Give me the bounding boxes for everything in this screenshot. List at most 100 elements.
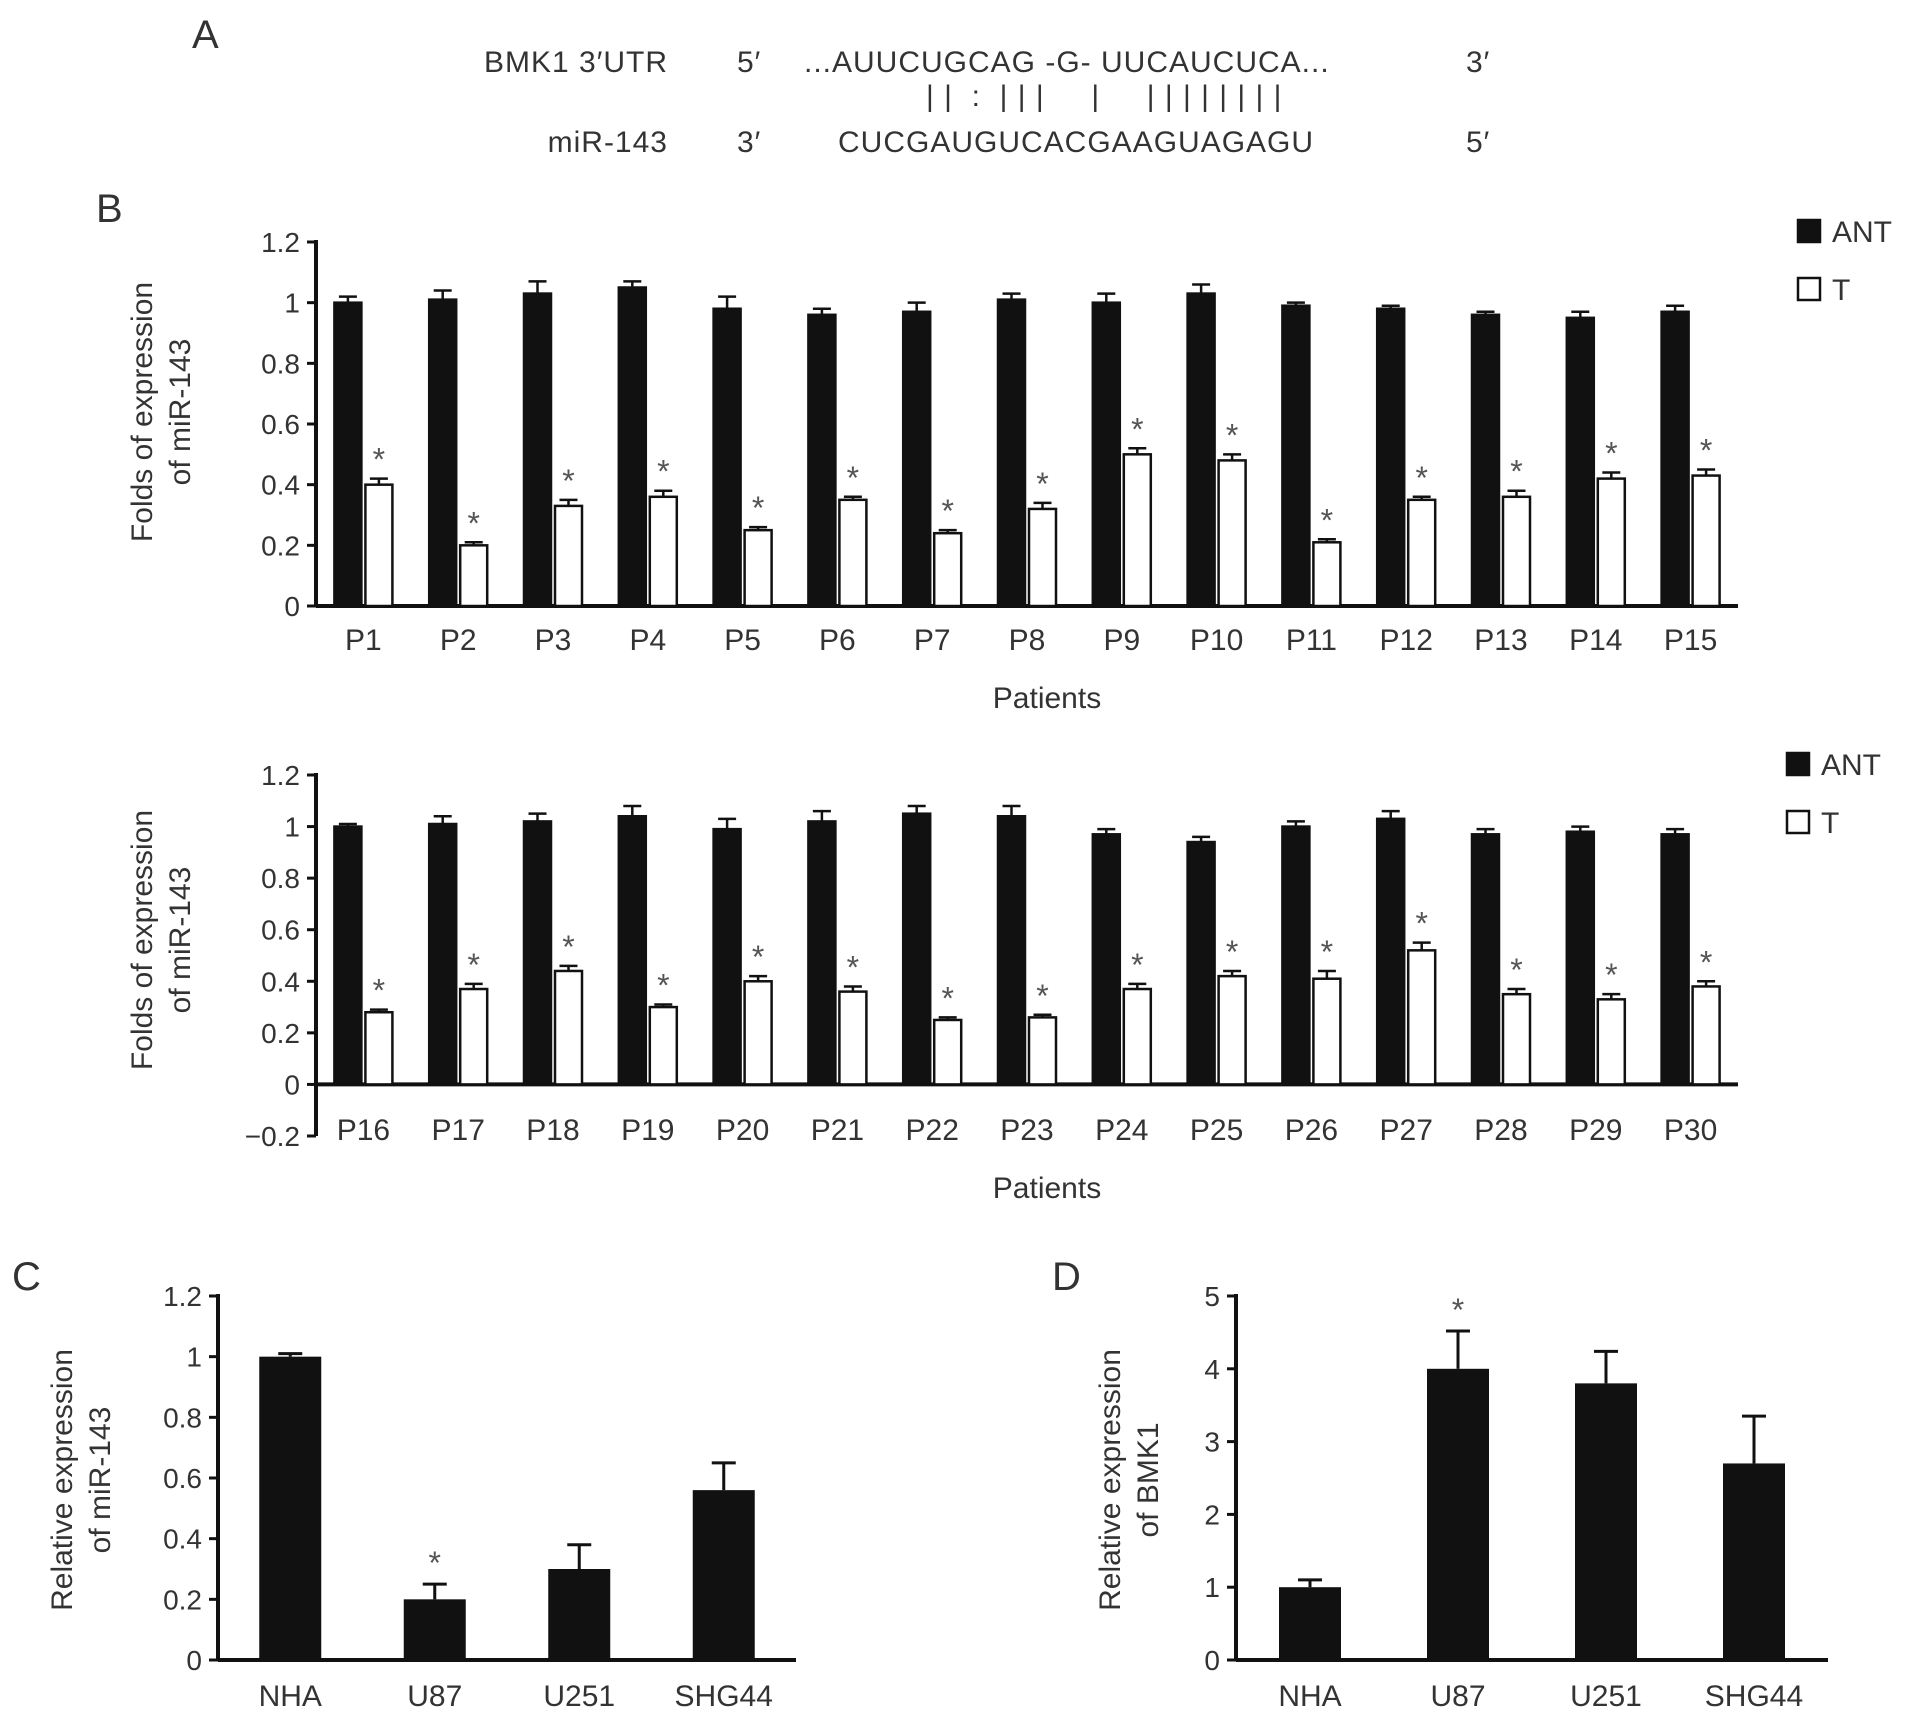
bar-t bbox=[1596, 998, 1627, 1086]
utr-sequence: ...AUUCUGCAG -G- UUCAUCUCA... bbox=[804, 46, 1330, 79]
bar-ant bbox=[1470, 833, 1501, 1086]
x-tick-label: P9 bbox=[1103, 624, 1140, 657]
y-tick-label: 1.2 bbox=[163, 1281, 202, 1312]
bar-ant bbox=[333, 301, 363, 608]
bar-ant bbox=[901, 310, 932, 608]
chart-bmk1-cell-lines: 0 1 2 3 4 5 Relative expression of BMK1 NHA * U87 U… bbox=[1094, 1281, 1828, 1713]
panel-label-b: B bbox=[96, 187, 123, 231]
bar-t bbox=[1217, 459, 1247, 608]
significance-star: * bbox=[1321, 502, 1333, 538]
bar-t bbox=[1312, 541, 1342, 608]
y-tick-label: 0 bbox=[186, 1645, 202, 1676]
y-axis-title-line: of miR-143 bbox=[164, 339, 197, 486]
significance-star: * bbox=[373, 973, 385, 1009]
significance-star: * bbox=[752, 939, 764, 975]
bar-t bbox=[364, 483, 394, 608]
significance-star: * bbox=[1700, 944, 1712, 980]
x-tick-label: P3 bbox=[535, 624, 572, 657]
y-tick-label: 1.2 bbox=[261, 227, 300, 258]
x-tick-label: SHG44 bbox=[1705, 1680, 1803, 1713]
bar-ant bbox=[427, 822, 458, 1086]
bar-t bbox=[458, 544, 489, 608]
bar bbox=[1279, 1587, 1341, 1660]
pairing-lines: | | : | | | | | | | | | | | | bbox=[926, 80, 1282, 113]
y-tick-label: 0.8 bbox=[261, 348, 300, 379]
panel-label-d: D bbox=[1052, 1255, 1081, 1299]
x-axis-title: Patients bbox=[993, 682, 1101, 715]
y-axis-title: Relative expression of BMK1 bbox=[1094, 1349, 1165, 1611]
mirna-sequence: CUCGAUGUCACGAAGUAGAGU bbox=[838, 126, 1314, 159]
chart-patients-1-15: 0 0.2 0.4 0.6 0.8 1 1.2 Folds of expression of m… bbox=[126, 216, 1892, 715]
legend-swatch-t bbox=[1785, 809, 1811, 835]
y-tick-label: 0 bbox=[284, 1069, 300, 1100]
bar-ant bbox=[1091, 301, 1122, 608]
legend-swatch-t bbox=[1796, 276, 1822, 302]
x-tick-label: P16 bbox=[337, 1114, 390, 1147]
x-tick-label: NHA bbox=[259, 1680, 322, 1713]
bar-ant bbox=[807, 313, 837, 608]
mirna-5prime: 5′ bbox=[1466, 126, 1490, 159]
bar bbox=[1575, 1383, 1637, 1660]
bar-ant bbox=[807, 820, 837, 1086]
significance-star: * bbox=[1226, 934, 1238, 970]
bar-t bbox=[1406, 949, 1437, 1086]
y-axis-title-line: of miR-143 bbox=[164, 867, 197, 1014]
y-tick-label: 3 bbox=[1204, 1427, 1220, 1458]
bar-ant bbox=[901, 812, 932, 1086]
y-tick-label: 2 bbox=[1204, 1499, 1220, 1530]
bar-ant bbox=[712, 307, 742, 608]
y-tick-label: 0.6 bbox=[163, 1463, 202, 1494]
x-tick-label: P22 bbox=[906, 1114, 959, 1147]
x-tick-label: P10 bbox=[1190, 624, 1243, 657]
bar-ant bbox=[1091, 833, 1122, 1086]
significance-star: * bbox=[847, 460, 859, 496]
x-tick-label: P18 bbox=[526, 1114, 579, 1147]
y-tick-label: 1 bbox=[186, 1342, 202, 1373]
significance-star: * bbox=[1452, 1292, 1464, 1328]
legend-label-t: T bbox=[1832, 274, 1850, 307]
significance-star: * bbox=[941, 980, 953, 1016]
bar-t bbox=[932, 531, 963, 608]
bar bbox=[1723, 1463, 1785, 1660]
x-tick-label: P6 bbox=[819, 624, 856, 657]
bar-t bbox=[1217, 974, 1247, 1086]
y-axis-title: Folds of expression of miR-143 bbox=[126, 282, 197, 542]
x-tick-label: P15 bbox=[1664, 624, 1717, 657]
bar-ant bbox=[996, 298, 1027, 608]
bar-t bbox=[1691, 985, 1721, 1086]
x-axis-title: Patients bbox=[993, 1172, 1101, 1205]
bar-t bbox=[648, 495, 679, 608]
x-tick-label: P17 bbox=[432, 1114, 485, 1147]
significance-star: * bbox=[1510, 454, 1522, 490]
significance-star: * bbox=[847, 949, 859, 985]
bar-ant bbox=[522, 820, 553, 1086]
y-tick-label: 4 bbox=[1204, 1354, 1220, 1385]
x-tick-label: P7 bbox=[914, 624, 951, 657]
bar-t bbox=[1312, 977, 1342, 1086]
bar-t bbox=[1027, 507, 1058, 608]
bar-ant bbox=[617, 815, 648, 1086]
significance-star: * bbox=[1131, 411, 1143, 447]
bar-ant bbox=[617, 286, 648, 608]
bar-t bbox=[1501, 495, 1532, 608]
bar-ant bbox=[1281, 304, 1311, 608]
y-tick-label: 1.2 bbox=[261, 760, 300, 791]
chart-patients-16-30: −0.2 0 0.2 0.4 0.6 0.8 1 1.2 Folds of expression… bbox=[126, 749, 1881, 1205]
x-tick-label: U87 bbox=[407, 1680, 462, 1713]
significance-star: * bbox=[562, 463, 574, 499]
y-tick-label: 0.2 bbox=[261, 1018, 300, 1049]
bar-ant bbox=[1660, 833, 1690, 1086]
panel-label-c: C bbox=[12, 1255, 41, 1299]
y-tick-label: 0 bbox=[284, 591, 300, 622]
y-axis-title-line: Relative expression bbox=[46, 1349, 79, 1611]
bar-ant bbox=[1186, 840, 1216, 1086]
x-tick-label: P25 bbox=[1190, 1114, 1243, 1147]
utr-3prime: 3′ bbox=[1466, 46, 1490, 79]
bar-t bbox=[743, 980, 773, 1086]
y-tick-label: 0.4 bbox=[163, 1524, 202, 1555]
bar bbox=[403, 1599, 466, 1660]
x-tick-label: P8 bbox=[1009, 624, 1046, 657]
bar-t bbox=[838, 498, 868, 608]
bar-ant bbox=[1565, 830, 1596, 1086]
